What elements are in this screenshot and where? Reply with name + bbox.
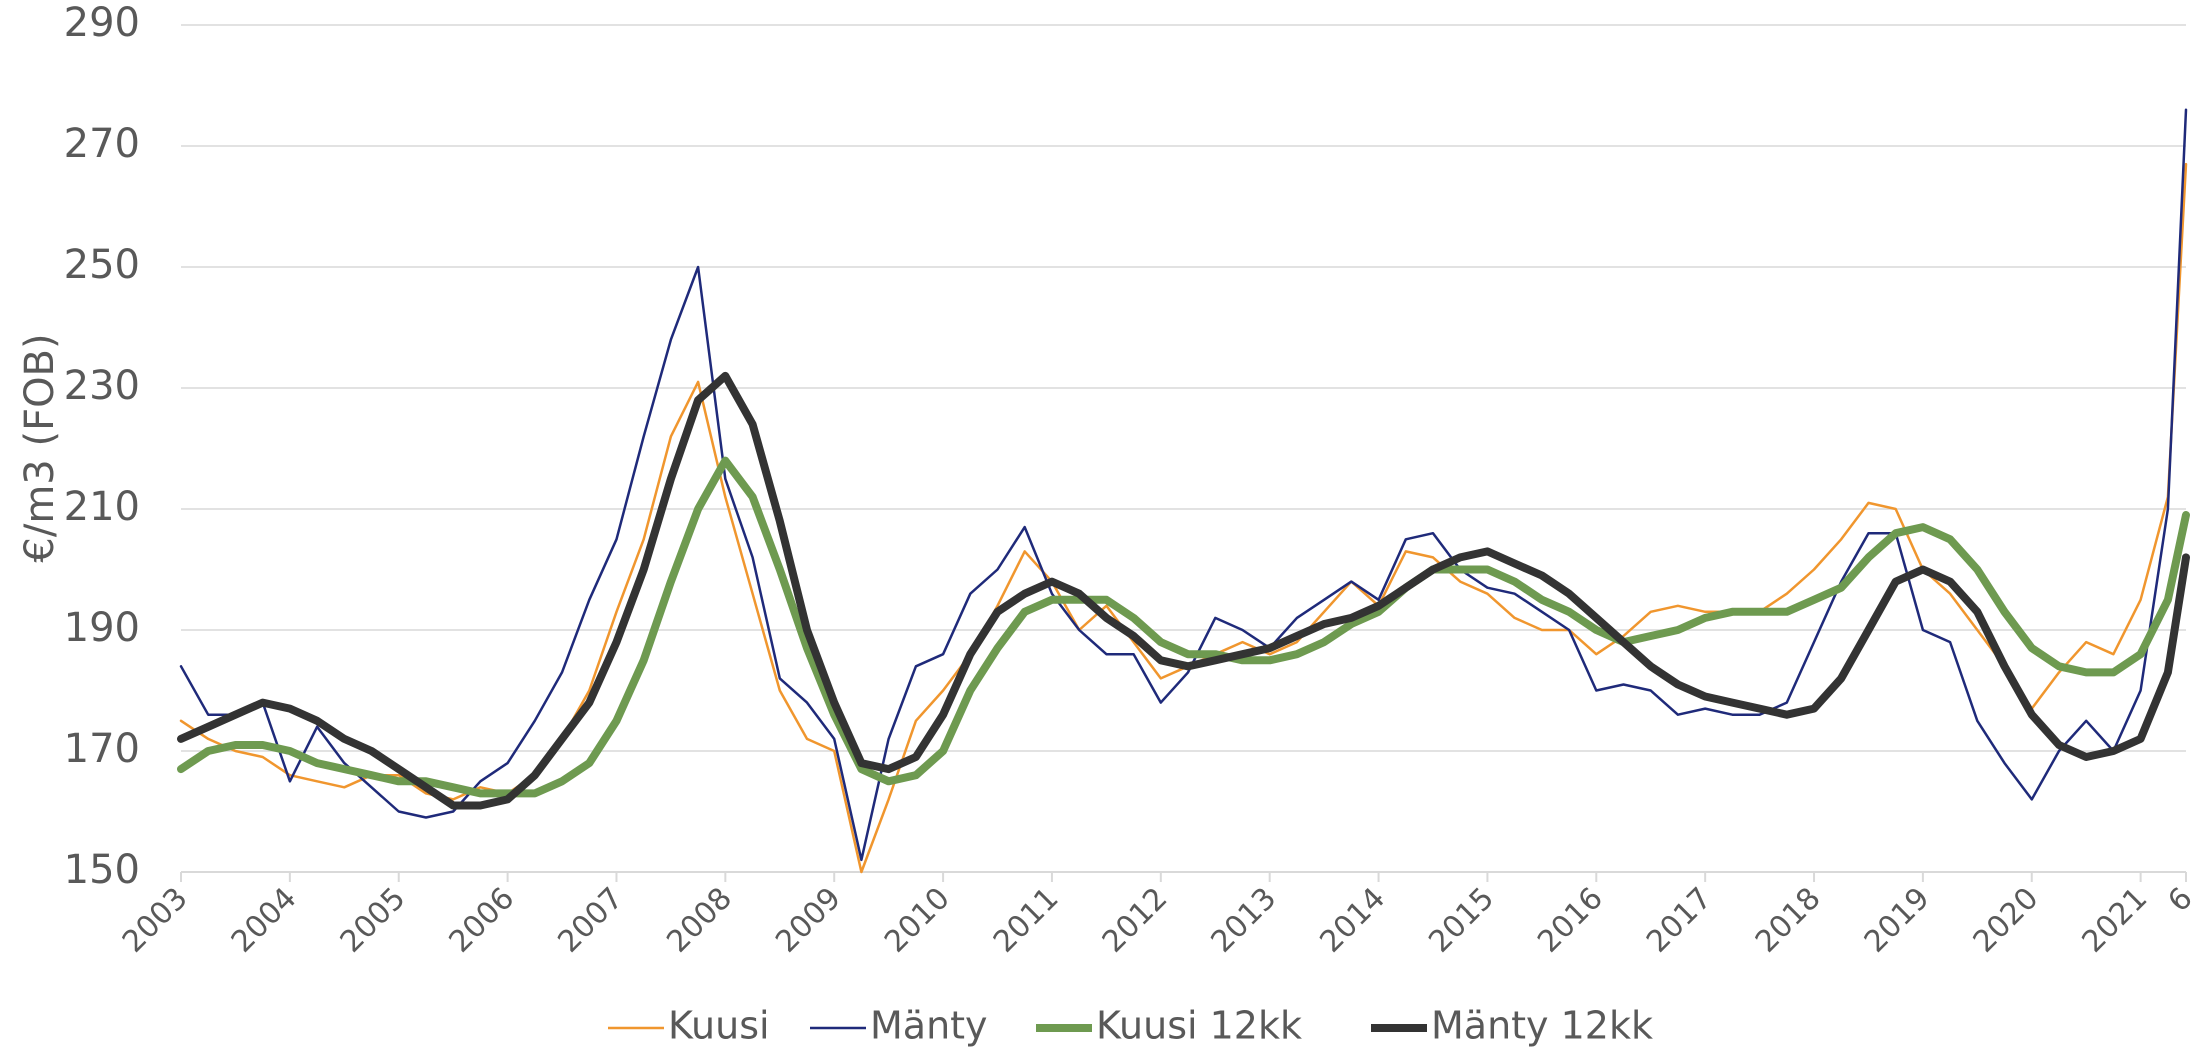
series-line: [179, 108, 2188, 862]
x-tick-label: 6: [2161, 881, 2199, 919]
legend-label: Kuusi: [668, 1004, 770, 1048]
x-tick-label: 2018: [1749, 881, 1828, 960]
x-tick-label: 2019: [1858, 881, 1937, 960]
x-tick-label: 2007: [551, 881, 630, 960]
x-tick-label: 2021: [2076, 881, 2155, 960]
y-tick-label: 210: [64, 484, 140, 530]
x-tick-label: 2015: [1422, 881, 1501, 960]
x-tick-label: 2010: [878, 881, 957, 960]
y-tick-label: 270: [64, 121, 140, 167]
x-tick-label: 2020: [1967, 881, 2046, 960]
series-line: [177, 456, 2190, 798]
x-tick-label: 2004: [225, 881, 304, 960]
x-tick-label: 2011: [987, 881, 1066, 960]
y-tick-label: 230: [64, 363, 140, 409]
series-line: [177, 371, 2190, 810]
y-axis-title: €/m3 (FOB): [17, 333, 63, 562]
x-tick-label: 2014: [1313, 881, 1392, 960]
x-tick-label: 2016: [1531, 881, 1610, 960]
y-tick-label: 250: [64, 242, 140, 288]
x-tick-label: 2009: [769, 881, 848, 960]
legend-label: Mänty: [870, 1004, 988, 1048]
y-tick-label: 170: [64, 726, 140, 772]
y-tick-label: 190: [64, 605, 140, 651]
legend-label: Kuusi 12kk: [1096, 1004, 1302, 1048]
x-tick-label: 2013: [1205, 881, 1284, 960]
x-tick-label: 2017: [1640, 881, 1719, 960]
y-tick-label: 150: [64, 847, 140, 893]
y-tick-label: 290: [64, 0, 140, 46]
series-line: [179, 162, 2188, 874]
x-tick-label: 2005: [334, 881, 413, 960]
x-tick-label: 2012: [1096, 881, 1175, 960]
legend-label: Mänty 12kk: [1431, 1004, 1653, 1048]
x-tick-label: 2006: [443, 881, 522, 960]
x-tick-label: 2008: [660, 881, 739, 960]
